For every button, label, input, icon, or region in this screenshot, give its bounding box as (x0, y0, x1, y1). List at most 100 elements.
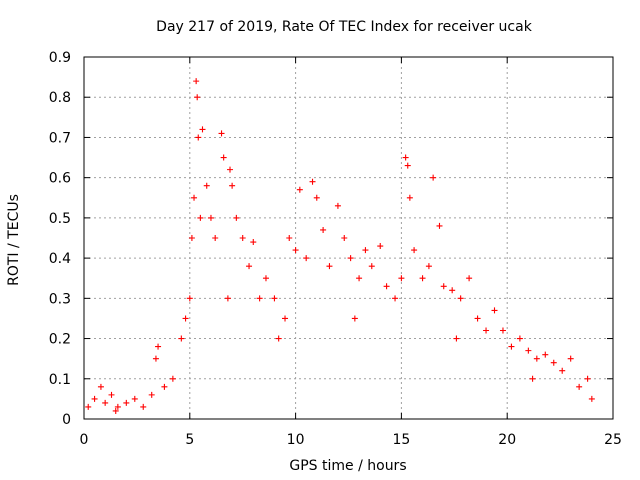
data-point (453, 335, 460, 342)
data-point (262, 275, 269, 282)
data-point (102, 399, 109, 406)
y-tick-label: 0.7 (49, 130, 71, 146)
axis-ticks: 0 5 10 15 20 25 0 0.1 0.2 0.3 0.4 0.5 0.6 0.7 0.8 0.9 (49, 50, 622, 448)
data-point (220, 154, 227, 161)
data-point (525, 347, 532, 354)
data-point (533, 355, 540, 362)
data-point (313, 194, 320, 201)
data-point (483, 327, 490, 334)
data-point (430, 174, 437, 181)
data-point (406, 194, 413, 201)
data-point (212, 235, 219, 241)
data-point (112, 407, 119, 414)
data-point (197, 214, 204, 221)
grid-lines (84, 57, 613, 419)
data-point (114, 403, 121, 410)
data-point (161, 383, 168, 390)
data-point (334, 202, 341, 209)
data-point (362, 247, 369, 254)
data-point (491, 307, 498, 314)
data-point (195, 134, 202, 141)
y-tick-label: 0.3 (49, 291, 71, 307)
data-point (449, 287, 456, 294)
data-point (182, 315, 189, 322)
x-tick-label: 20 (498, 432, 516, 448)
x-tick-label: 5 (185, 432, 194, 448)
data-point (256, 295, 263, 302)
data-point (398, 275, 405, 282)
data-point (368, 263, 375, 270)
data-point (309, 178, 316, 185)
data-point (320, 226, 327, 233)
data-point (152, 355, 159, 362)
data-point (542, 351, 549, 358)
y-tick-label: 0.6 (49, 171, 71, 187)
data-point (282, 315, 289, 322)
y-tick-label: 0.1 (49, 372, 71, 388)
x-tick-label: 25 (604, 432, 622, 448)
data-point (419, 275, 426, 282)
y-tick-label: 0.5 (49, 211, 71, 227)
data-point (140, 403, 147, 410)
data-point (91, 395, 98, 402)
x-axis-label: GPS time / hours (289, 458, 406, 474)
x-tick-label: 10 (287, 432, 305, 448)
data-point (303, 255, 310, 262)
data-point (296, 186, 303, 193)
data-point (188, 235, 195, 241)
data-point (567, 355, 574, 362)
data-point (392, 295, 399, 302)
data-point (584, 375, 591, 382)
data-point (123, 399, 130, 406)
data-point (250, 239, 257, 246)
data-point (466, 275, 473, 282)
data-points (85, 78, 595, 414)
x-tick-label: 15 (392, 432, 410, 448)
data-point (108, 391, 115, 398)
data-point (218, 130, 225, 137)
y-tick-label: 0.8 (49, 90, 71, 106)
plot-frame (83, 56, 614, 420)
data-point (203, 182, 210, 189)
data-point (199, 126, 206, 133)
data-point (425, 263, 432, 270)
data-point (588, 395, 595, 402)
data-point (246, 263, 253, 270)
data-point (499, 327, 506, 334)
data-point (178, 335, 185, 342)
y-tick-label: 0 (62, 412, 71, 428)
data-point (275, 335, 282, 342)
data-point (193, 78, 200, 85)
data-point (377, 243, 384, 250)
data-point (326, 263, 333, 270)
data-point (347, 255, 354, 262)
data-point (341, 235, 348, 241)
data-point (97, 383, 104, 390)
data-point (194, 94, 201, 101)
x-tick-label: 0 (80, 432, 89, 448)
data-point (404, 162, 411, 169)
data-point (474, 315, 481, 322)
data-point (207, 214, 214, 221)
data-point (233, 214, 240, 221)
data-point (402, 154, 409, 161)
y-tick-label: 0.9 (49, 50, 71, 66)
data-point (155, 343, 162, 350)
y-axis-label: ROTI / TECUs (6, 194, 22, 286)
data-point (529, 375, 536, 382)
y-tick-label: 0.2 (49, 332, 71, 348)
data-point (411, 247, 418, 254)
data-point (271, 295, 278, 302)
chart-title: Day 217 of 2019, Rate Of TEC Index for r… (156, 19, 533, 35)
data-point (292, 247, 299, 254)
data-point (516, 335, 523, 342)
data-point (148, 391, 155, 398)
data-point (131, 395, 138, 402)
data-point (559, 367, 566, 374)
data-point (436, 222, 443, 229)
data-point (356, 275, 363, 282)
data-point (550, 359, 557, 366)
data-point (383, 283, 390, 290)
data-point (508, 343, 515, 350)
